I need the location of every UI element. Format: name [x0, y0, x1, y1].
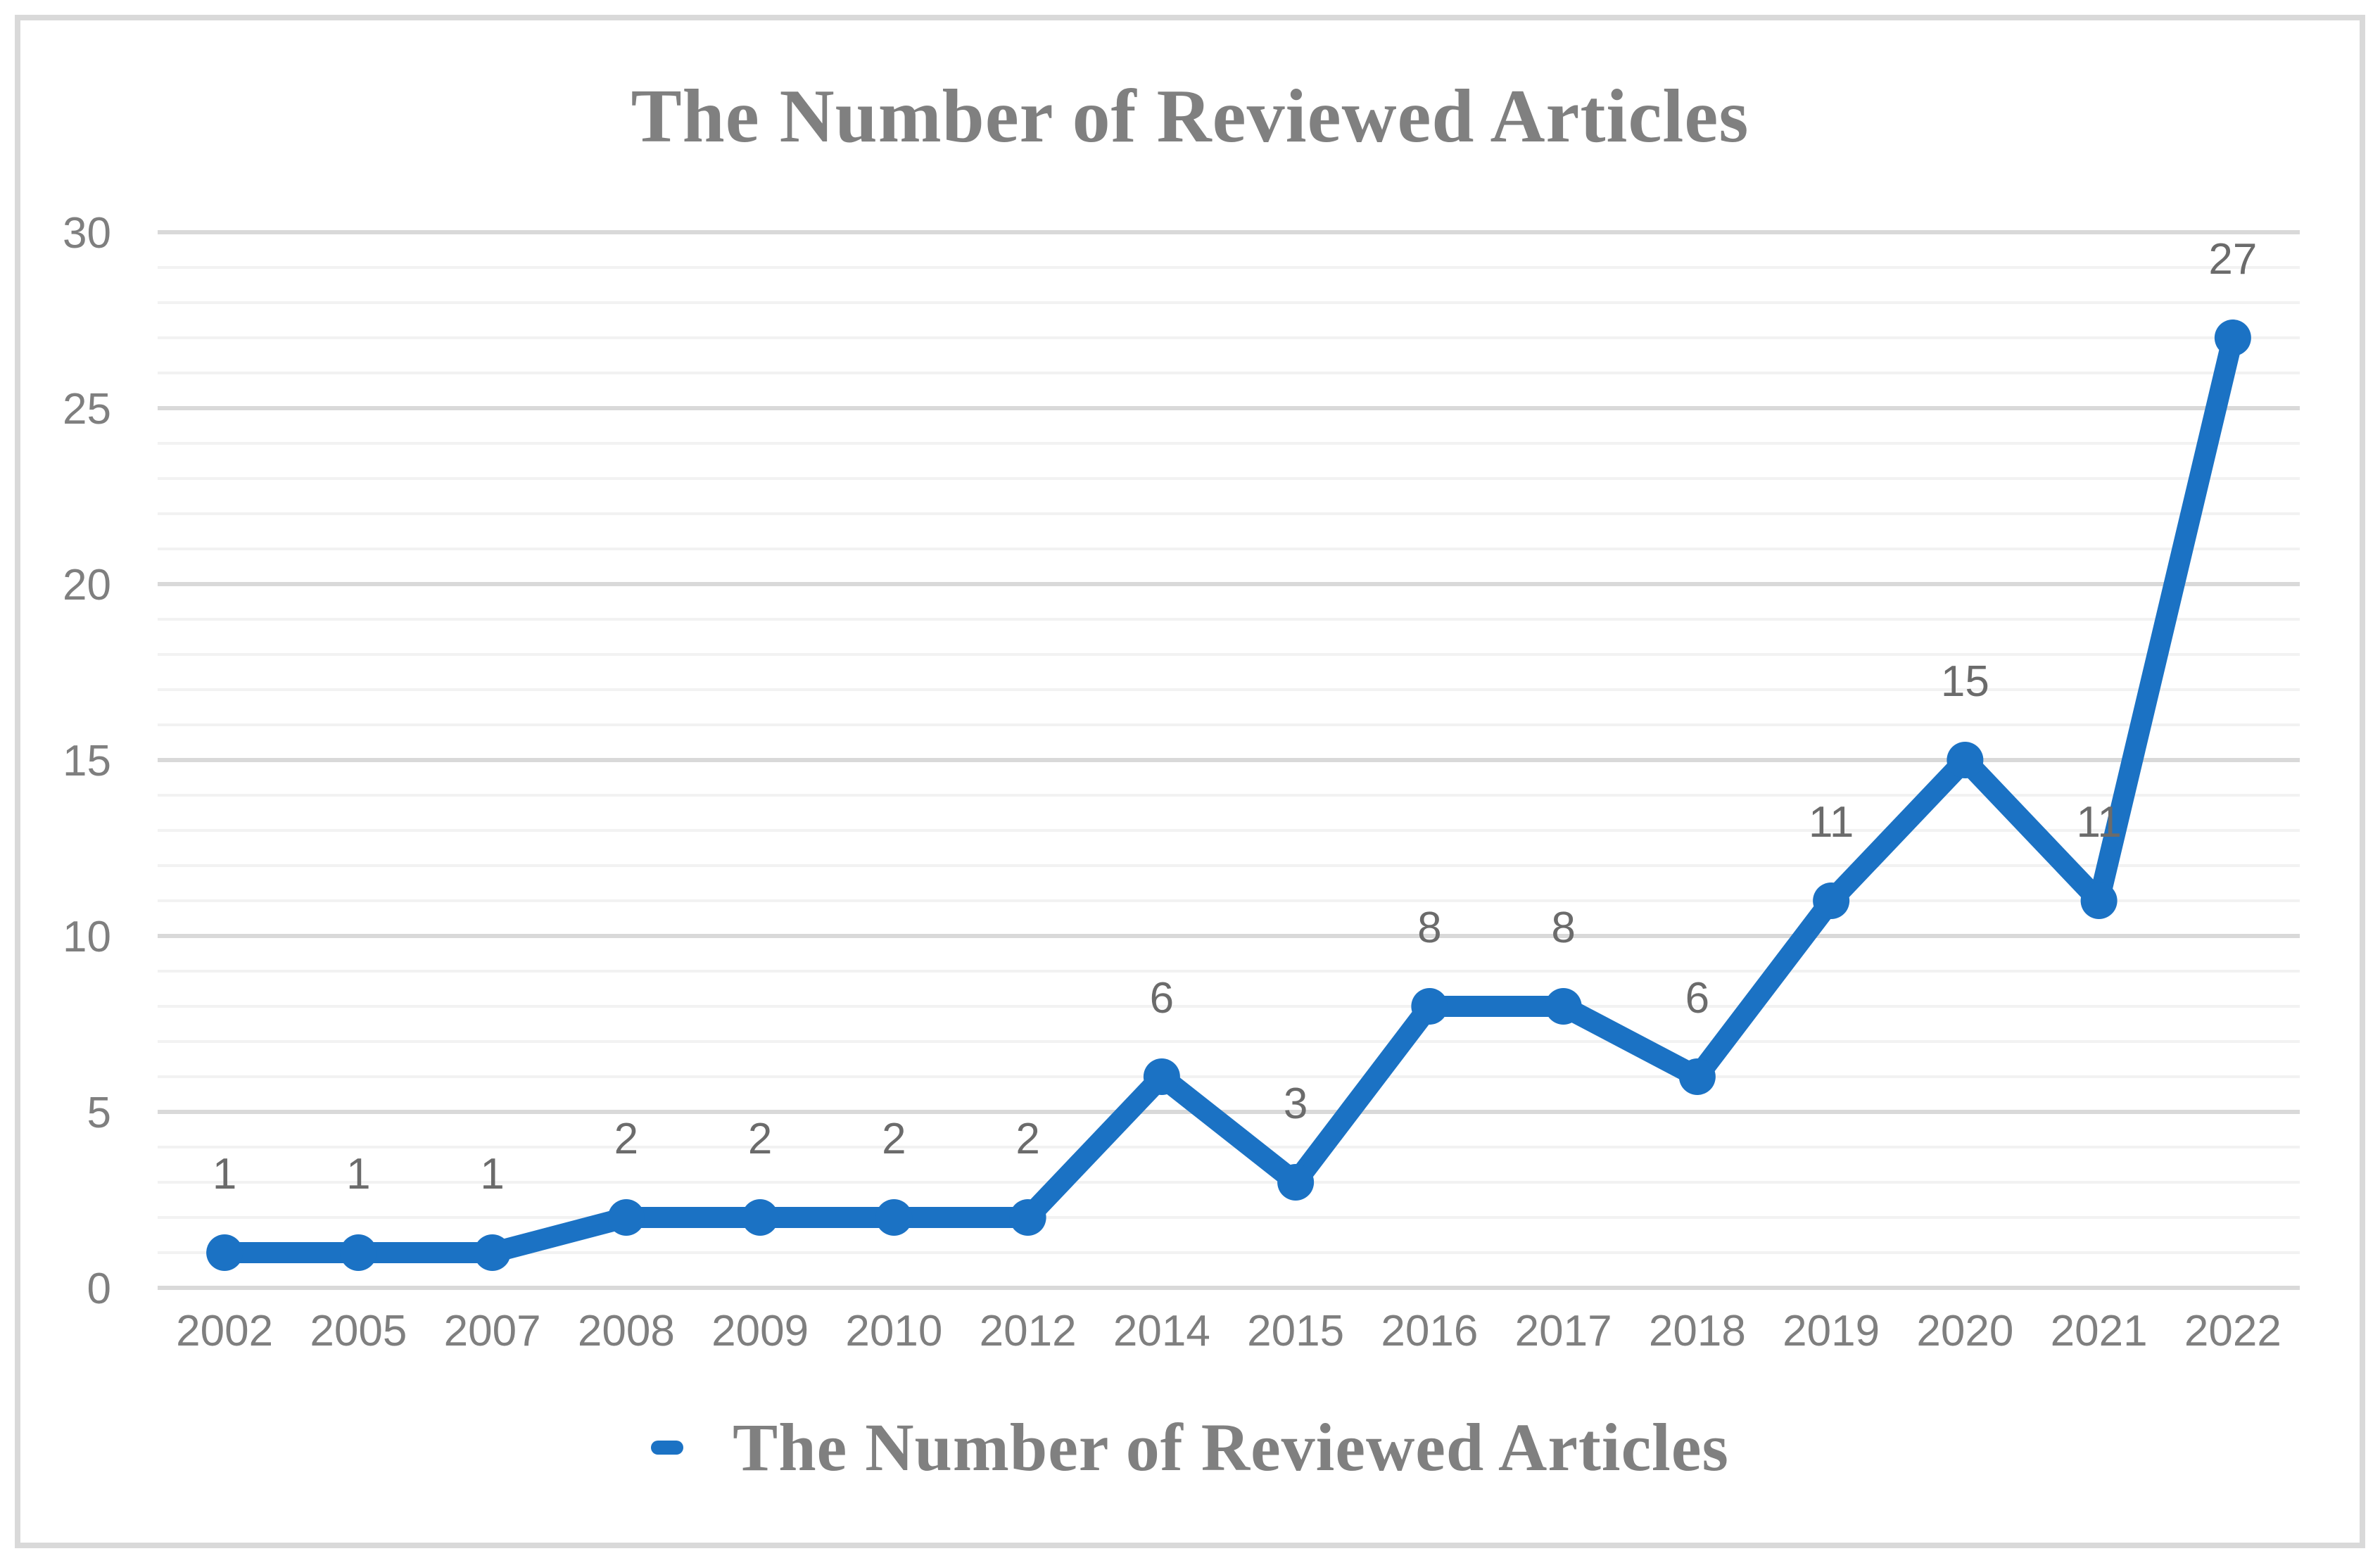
x-axis-tick-label: 2015	[1247, 1307, 1344, 1355]
data-point-marker	[1678, 1058, 1716, 1095]
data-label: 2	[614, 1115, 638, 1163]
y-axis-tick-label: 10	[63, 913, 111, 961]
y-axis-tick-label: 0	[87, 1265, 111, 1313]
y-axis-tick-label: 25	[63, 385, 111, 434]
data-label: 8	[1417, 904, 1441, 952]
chart-title: The Number of Reviewed Articles	[631, 75, 1749, 158]
data-label: 2	[882, 1115, 906, 1163]
data-point-marker	[1143, 1058, 1180, 1095]
data-label: 15	[1941, 657, 1989, 706]
data-point-marker	[1277, 1164, 1315, 1201]
x-axis-tick-label: 2018	[1649, 1307, 1746, 1355]
data-point-marker	[1813, 882, 1850, 919]
data-point-marker	[1411, 988, 1448, 1025]
data-point-marker	[340, 1234, 377, 1271]
data-label: 1	[213, 1150, 236, 1198]
legend-series-label: The Number of Reviewed Articles	[733, 1410, 1729, 1485]
legend: The Number of Reviewed Articles	[0, 1414, 2380, 1481]
data-label: 27	[2208, 235, 2257, 284]
legend-series-marker-icon	[651, 1441, 684, 1455]
data-label: 11	[2076, 798, 2121, 847]
x-axis-tick-label: 2017	[1515, 1307, 1612, 1355]
data-point-marker	[2214, 319, 2251, 356]
x-axis-tick-label: 2002	[176, 1307, 273, 1355]
x-axis-tick-label: 2020	[1916, 1307, 2013, 1355]
y-axis-tick-label: 15	[63, 737, 111, 785]
y-axis-tick-label: 30	[63, 209, 111, 258]
data-point-marker	[1009, 1199, 1046, 1236]
data-label: 6	[1150, 974, 1174, 1023]
x-axis-tick-label: 2009	[711, 1307, 809, 1355]
data-point-marker	[1545, 988, 1582, 1025]
x-axis-tick-label: 2019	[1783, 1307, 1880, 1355]
data-label: 2	[1015, 1115, 1039, 1163]
data-label: 2	[748, 1115, 772, 1163]
data-label: 3	[1284, 1080, 1308, 1128]
data-point-marker	[607, 1199, 645, 1236]
x-axis-tick-label: 2007	[444, 1307, 541, 1355]
series-line	[214, 327, 2243, 1263]
data-label: 8	[1551, 904, 1575, 952]
y-axis-tick-label: 20	[63, 561, 111, 609]
x-axis-tick-label: 2016	[1381, 1307, 1478, 1355]
data-label: 11	[1809, 798, 1854, 847]
data-label: 1	[346, 1150, 370, 1198]
data-point-marker	[1947, 742, 1984, 778]
data-point-marker	[2080, 882, 2118, 919]
x-axis-tick-label: 2008	[578, 1307, 675, 1355]
data-point-marker	[474, 1234, 511, 1271]
x-axis-tick-label: 2010	[845, 1307, 942, 1355]
x-axis-tick-label: 2021	[2051, 1307, 2148, 1355]
data-point-marker	[875, 1199, 913, 1236]
data-point-marker	[742, 1199, 779, 1236]
x-axis-tick-label: 2012	[980, 1307, 1077, 1355]
data-label: 6	[1685, 974, 1709, 1023]
data-point-marker	[206, 1234, 243, 1271]
y-axis-tick-label: 5	[87, 1089, 111, 1137]
x-axis-tick-label: 2014	[1113, 1307, 1210, 1355]
x-axis-tick-label: 2022	[2184, 1307, 2281, 1355]
x-axis-tick-label: 2005	[310, 1307, 407, 1355]
data-label: 1	[480, 1150, 504, 1198]
